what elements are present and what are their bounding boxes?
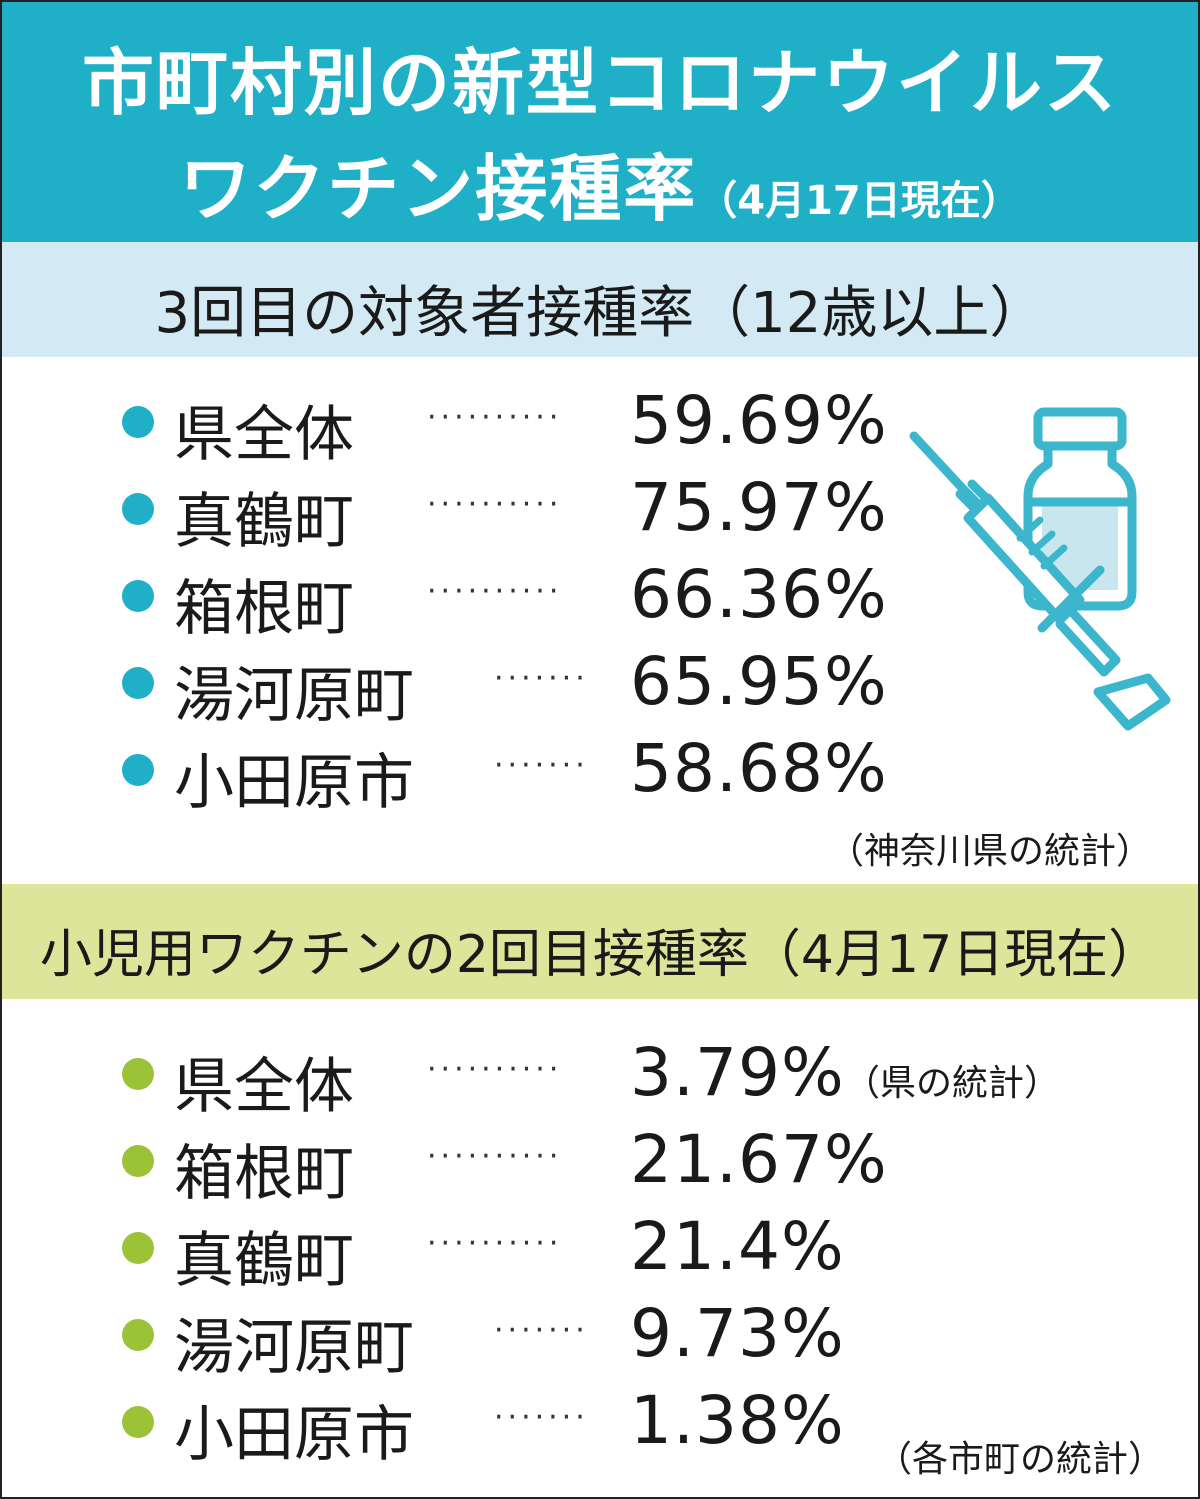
- title-line2: ワクチン接種率（4月17日現在）: [2, 130, 1198, 235]
- row-name: 県全体: [174, 400, 354, 470]
- row-name: 小田原市: [174, 1400, 414, 1470]
- bullet-icon: [122, 1406, 154, 1438]
- row-name: 箱根町: [174, 574, 354, 644]
- bullet-icon: [122, 667, 154, 699]
- leader-dots: ·······: [494, 748, 589, 783]
- row-name: 湯河原町: [174, 1313, 414, 1383]
- row-value: 3.79%: [630, 1034, 845, 1111]
- leader-dots: ··········: [427, 1052, 563, 1087]
- bullet-icon: [122, 406, 154, 438]
- section1-heading: 3回目の対象者接種率（12歳以上）: [154, 281, 1046, 346]
- title-line1: 市町村別の新型コロナウイルス: [81, 41, 1118, 125]
- bullet-icon: [122, 580, 154, 612]
- section2-source-note: （各市町の統計）: [876, 1439, 1165, 1480]
- row-name: 湯河原町: [174, 661, 414, 731]
- leader-dots: ·······: [494, 1313, 589, 1348]
- row-value: 9.73%: [630, 1295, 845, 1372]
- row-value: 59.69%: [630, 382, 888, 459]
- leader-dots: ··········: [427, 1226, 563, 1261]
- leader-dots: ··········: [427, 400, 563, 435]
- leader-dots: ··········: [427, 487, 563, 522]
- row-value: 21.4%: [630, 1208, 845, 1285]
- list-item: 湯河原町 ······· 65.95%: [2, 641, 1198, 731]
- bullet-icon: [122, 754, 154, 786]
- row-value: 21.67%: [630, 1121, 888, 1198]
- list-item: 小田原市 ······· 1.38%: [2, 1380, 1198, 1470]
- row-name: 小田原市: [174, 748, 414, 818]
- title-band: 市町村別の新型コロナウイルス ワクチン接種率（4月17日現在）: [2, 2, 1198, 242]
- leader-dots: ··········: [427, 1139, 563, 1174]
- bullet-icon: [122, 493, 154, 525]
- row-value: 66.36%: [630, 556, 888, 633]
- list-item: 小田原市 ······· 58.68%: [2, 728, 1198, 818]
- row-value: 1.38%: [630, 1382, 845, 1459]
- title-date-note: （4月17日現在）: [697, 178, 1021, 224]
- leader-dots: ·······: [494, 1400, 589, 1435]
- bullet-icon: [122, 1319, 154, 1351]
- list-item: 箱根町 ·········· 66.36%: [2, 554, 1198, 644]
- list-item: 県全体 ·········· 59.69%: [2, 380, 1198, 470]
- list-item: 箱根町 ·········· 21.67%: [2, 1119, 1198, 1209]
- row-source-note: （県の統計）: [844, 1063, 1061, 1104]
- list-item: 県全体 ·········· 3.79% （県の統計）: [2, 1032, 1198, 1122]
- list-item: 真鶴町 ·········· 75.97%: [2, 467, 1198, 557]
- row-value: 65.95%: [630, 643, 888, 720]
- list-item: 真鶴町 ·········· 21.4%: [2, 1206, 1198, 1296]
- leader-dots: ··········: [427, 574, 563, 609]
- row-name: 箱根町: [174, 1139, 354, 1209]
- bullet-icon: [122, 1232, 154, 1264]
- row-name: 真鶴町: [174, 487, 354, 557]
- syringe-and-vial-icon: [909, 407, 1171, 731]
- section1-source-note: （神奈川県の統計）: [828, 831, 1153, 872]
- section1-heading-band: 3回目の対象者接種率（12歳以上）: [2, 242, 1198, 357]
- bullet-icon: [122, 1058, 154, 1090]
- bullet-icon: [122, 1145, 154, 1177]
- list-item: 湯河原町 ······· 9.73%: [2, 1293, 1198, 1383]
- title-main: ワクチン接種率: [179, 147, 698, 231]
- row-name: 県全体: [174, 1052, 354, 1122]
- row-value: 58.68%: [630, 730, 888, 807]
- section2-heading: 小児用ワクチンの2回目接種率（4月17日現在）: [39, 925, 1161, 985]
- section2-heading-band: 小児用ワクチンの2回目接種率（4月17日現在）: [2, 884, 1198, 999]
- row-name: 真鶴町: [174, 1226, 354, 1296]
- row-value: 75.97%: [630, 469, 888, 546]
- leader-dots: ·······: [494, 661, 589, 696]
